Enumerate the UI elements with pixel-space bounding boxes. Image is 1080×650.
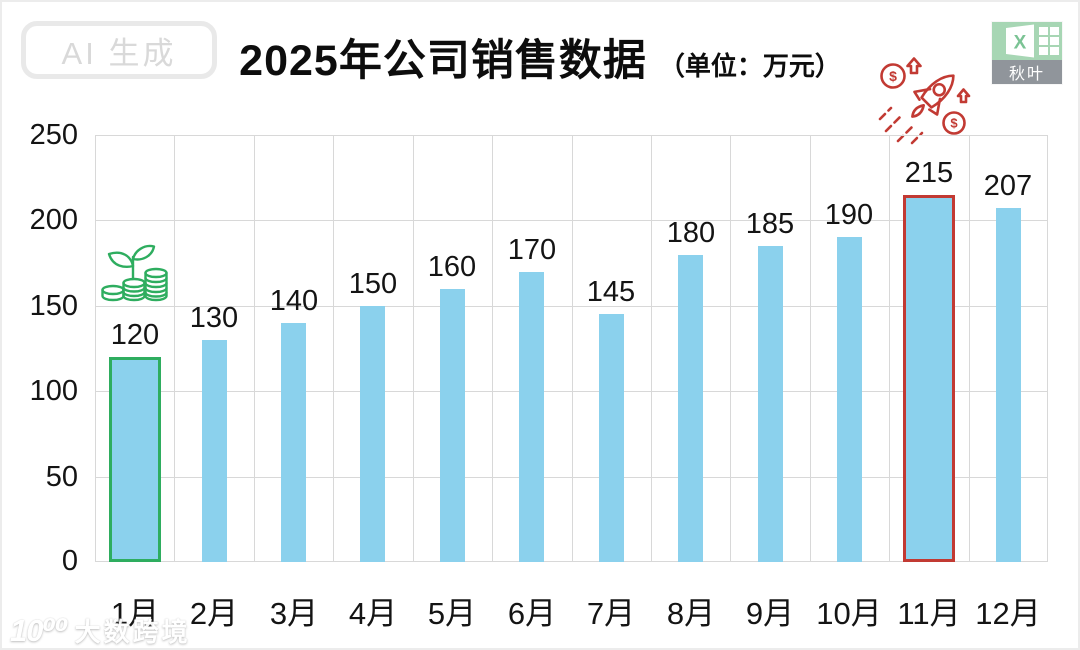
bar-month-9 — [758, 246, 783, 562]
bar-value-label: 170 — [507, 234, 557, 266]
bar-month-2 — [202, 340, 227, 562]
watermark-logo: 10⁰⁰ — [10, 613, 69, 648]
ai-generated-badge: AI 生成 — [21, 21, 217, 79]
bar-value-label: 180 — [666, 217, 716, 249]
gridline-v — [1047, 135, 1048, 562]
watermark-text: 大数跨境 — [74, 617, 191, 647]
bar-month-5 — [440, 289, 465, 562]
gridline-v — [413, 135, 414, 562]
rocket-icon: $ $ — [878, 57, 971, 145]
bar-month-11 — [903, 195, 955, 562]
dollar-glyph: $ — [950, 116, 958, 131]
x-tick-label: 2月 — [189, 596, 239, 631]
x-axis: 1月 2月 3月 4月 5月 6月 7月 8月 9月 10月 11月 12月 — [95, 588, 1048, 631]
x-tick-label: 5月 — [427, 596, 477, 631]
gridline-v — [254, 135, 255, 562]
bar-month-10 — [837, 237, 862, 562]
logo-brand-label: 秋叶 — [992, 60, 1062, 84]
bar-value-label: 150 — [348, 268, 398, 300]
gridline-v — [333, 135, 334, 562]
y-tick-label: 100 — [29, 375, 78, 407]
bar-month-12 — [996, 208, 1021, 562]
coins-plant-icon — [101, 244, 168, 302]
bar-value-label: 215 — [904, 157, 954, 189]
x-tick-label: 7月 — [586, 596, 636, 631]
bar-value-label: 120 — [110, 319, 160, 351]
x-tick-label: 3月 — [269, 596, 319, 631]
gridline-h — [95, 220, 1048, 221]
gridline-v — [730, 135, 731, 562]
bar-month-1 — [109, 357, 161, 562]
x-tick-label: 6月 — [507, 596, 557, 631]
x-tick-label: 1月 — [110, 596, 160, 631]
bar-value-label: 160 — [427, 251, 477, 283]
page-title: 2025年公司销售数据 （单位：万元） — [2, 26, 1078, 88]
x-tick-label: 4月 — [348, 596, 398, 631]
bar-value-label: 140 — [269, 285, 319, 317]
bar-value-label: 130 — [189, 302, 239, 334]
excel-icon: X — [992, 22, 1062, 60]
bar-month-4 — [360, 306, 385, 562]
y-axis: 0 50 100 150 200 250 — [2, 119, 78, 577]
watermark: 10⁰⁰ 大数跨境 — [10, 612, 191, 648]
gridline-v — [969, 135, 970, 562]
dollar-glyph: $ — [889, 68, 897, 84]
y-tick-label: 150 — [29, 290, 78, 322]
gridline-v — [810, 135, 811, 562]
gridline-v — [572, 135, 573, 562]
table-grid-glyph — [1039, 27, 1059, 55]
excel-x-letter: X — [1014, 33, 1027, 54]
qiuye-excel-logo: X 秋叶 — [992, 22, 1062, 84]
gridline-v — [889, 135, 890, 562]
x-tick-label: 9月 — [745, 596, 795, 631]
bar-value-label: 207 — [983, 170, 1033, 202]
bar-month-8 — [678, 255, 703, 562]
gridline-h — [95, 306, 1048, 307]
x-tick-label: 12月 — [975, 596, 1041, 631]
bar-value-label: 190 — [824, 199, 874, 231]
bar-value-label: 145 — [586, 276, 636, 308]
y-tick-label: 200 — [29, 204, 78, 236]
bar-month-6 — [519, 272, 544, 562]
x-tick-label: 10月 — [816, 596, 882, 631]
gridline-h — [95, 135, 1048, 136]
gridline-v — [651, 135, 652, 562]
y-tick-label: 250 — [29, 119, 78, 151]
bar-month-3 — [281, 323, 306, 562]
bar-month-7 — [599, 314, 624, 562]
y-tick-label: 0 — [61, 545, 78, 577]
plot-area: 120 130 140 150 160 170 145 180 185 190 215 207 — [95, 135, 1048, 562]
gridline-v — [492, 135, 493, 562]
gridline-h — [95, 477, 1048, 478]
y-tick-label: 50 — [45, 461, 78, 493]
gridline-h — [95, 561, 1048, 562]
gridline-v — [95, 135, 96, 562]
gridline-h — [95, 391, 1048, 392]
title-unit-label: （单位：万元） — [658, 51, 841, 81]
x-tick-label: 8月 — [666, 596, 716, 631]
x-tick-label: 11月 — [897, 596, 961, 631]
gridline-v — [174, 135, 175, 562]
bar-value-label: 185 — [745, 208, 795, 240]
title-text: 2025年公司销售数据 — [239, 37, 647, 85]
